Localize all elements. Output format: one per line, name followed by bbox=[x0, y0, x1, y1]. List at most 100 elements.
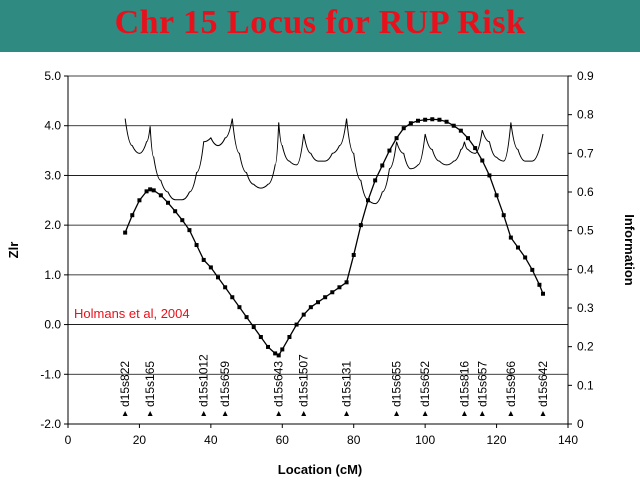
zlr-point bbox=[466, 136, 470, 141]
y2-ticks: 0 0.1 0.2 0.3 0.4 0.5 0.6 0.7 0.8 0.9 bbox=[568, 69, 594, 431]
marker-triangle bbox=[222, 411, 228, 416]
zlr-point bbox=[423, 117, 428, 122]
y-tick-label: 3.0 bbox=[44, 168, 61, 182]
x-tick-label: 60 bbox=[276, 433, 290, 447]
marker-label: d15s165 bbox=[143, 361, 157, 407]
zlr-point bbox=[301, 312, 306, 317]
marker-label: d15s655 bbox=[390, 361, 404, 407]
zlr-point bbox=[180, 218, 185, 223]
zlr-point bbox=[473, 146, 478, 151]
x-tick-label: 0 bbox=[65, 433, 72, 447]
zlr-point bbox=[480, 158, 485, 163]
marker-triangle bbox=[540, 411, 546, 416]
zlr-point bbox=[380, 163, 385, 168]
y2-axis-label: Information bbox=[622, 214, 637, 286]
zlr-point bbox=[266, 344, 270, 349]
x-tick-label: 120 bbox=[487, 433, 507, 447]
marker-triangle bbox=[201, 411, 207, 416]
slide-title: Chr 15 Locus for RUP Risk bbox=[114, 4, 526, 41]
marker-triangle bbox=[301, 411, 307, 416]
zlr-point bbox=[537, 282, 542, 287]
zlr-point bbox=[330, 290, 335, 295]
zlr-point bbox=[151, 188, 156, 193]
zlr-point bbox=[258, 335, 263, 339]
chart: -2.0 -1.0 0.0 1.0 2.0 3.0 4.0 5.0 0 0.1 0.2 0.3 0.4… bbox=[6, 69, 637, 477]
zlr-point bbox=[287, 335, 292, 339]
zlr-point bbox=[430, 117, 435, 122]
y-tick-label: 4.0 bbox=[44, 119, 61, 133]
series-layer bbox=[123, 117, 545, 358]
x-tick-label: 40 bbox=[204, 433, 218, 447]
information-line bbox=[124, 118, 544, 205]
marker-triangle bbox=[276, 411, 282, 416]
axes bbox=[67, 76, 569, 425]
marker-label: d15s131 bbox=[340, 361, 354, 407]
zlr-point bbox=[516, 245, 520, 250]
y2-tick-label: 0.6 bbox=[577, 185, 594, 199]
marker-triangle bbox=[147, 411, 153, 416]
marker-triangle bbox=[344, 411, 350, 416]
zlr-point bbox=[280, 347, 285, 352]
marker-label: d15s643 bbox=[272, 361, 286, 407]
zlr-point bbox=[458, 128, 463, 133]
y2-tick-label: 0.3 bbox=[577, 301, 594, 315]
zlr-point bbox=[273, 351, 278, 356]
x-axis-label: Location (cM) bbox=[278, 462, 363, 477]
y2-tick-label: 0.2 bbox=[577, 340, 594, 354]
citation-annotation: Holmans et al, 2004 bbox=[74, 306, 190, 321]
marker-triangle bbox=[508, 411, 514, 416]
zlr-point bbox=[237, 305, 242, 310]
zlr-point bbox=[251, 325, 256, 330]
marker-triangle bbox=[461, 411, 467, 416]
zlr-point bbox=[123, 230, 128, 235]
zlr-point bbox=[487, 173, 492, 178]
y-ticks: -2.0 -1.0 0.0 1.0 2.0 3.0 4.0 5.0 bbox=[40, 69, 68, 431]
marker-label: d15s642 bbox=[536, 361, 550, 407]
marker-label: d15s1012 bbox=[197, 354, 211, 407]
zlr-point bbox=[337, 285, 342, 290]
y2-tick-label: 0.9 bbox=[577, 69, 594, 83]
zlr-point bbox=[230, 295, 235, 300]
marker-triangle bbox=[122, 411, 128, 416]
zlr-point bbox=[144, 189, 149, 194]
y-tick-label: -1.0 bbox=[40, 367, 61, 381]
zlr-point bbox=[173, 209, 178, 214]
zlr-point bbox=[244, 315, 249, 320]
zlr-point bbox=[523, 255, 528, 260]
y-tick-label: 5.0 bbox=[44, 69, 61, 83]
y-tick-label: 0.0 bbox=[44, 318, 61, 332]
zlr-point bbox=[501, 213, 506, 218]
title-bar bbox=[0, 0, 640, 52]
zlr-point bbox=[323, 295, 328, 300]
marker-label: d15s657 bbox=[475, 361, 489, 407]
marker-triangle bbox=[394, 411, 400, 416]
zlr-point bbox=[508, 235, 513, 240]
y-tick-label: 1.0 bbox=[44, 268, 61, 282]
zlr-point bbox=[494, 193, 499, 198]
zlr-point bbox=[201, 257, 206, 262]
y2-tick-label: 0.4 bbox=[577, 262, 594, 276]
zlr-point bbox=[401, 126, 406, 131]
zlr-point bbox=[130, 213, 135, 218]
zlr-point bbox=[416, 118, 420, 123]
zlr-point bbox=[530, 267, 535, 272]
x-tick-label: 140 bbox=[558, 433, 578, 447]
marker-label: d15s1507 bbox=[297, 354, 311, 407]
zlr-point bbox=[158, 193, 163, 198]
zlr-point bbox=[316, 300, 320, 305]
marker-label: d15s816 bbox=[457, 361, 471, 407]
zlr-point bbox=[194, 243, 199, 248]
zlr-point bbox=[208, 265, 213, 270]
y2-tick-label: 0.5 bbox=[577, 224, 594, 238]
zlr-point bbox=[216, 275, 220, 280]
zlr-point bbox=[148, 187, 153, 192]
zlr-point bbox=[344, 280, 349, 285]
marker-label: d15s652 bbox=[418, 361, 432, 407]
x-tick-label: 100 bbox=[415, 433, 435, 447]
x-ticks: 0 20 40 60 80 100 120 140 bbox=[65, 424, 578, 447]
zlr-point bbox=[373, 178, 378, 183]
y2-tick-label: 0.8 bbox=[577, 108, 594, 122]
zlr-point bbox=[394, 136, 399, 141]
x-tick-label: 20 bbox=[133, 433, 147, 447]
y-tick-label: 2.0 bbox=[44, 218, 61, 232]
